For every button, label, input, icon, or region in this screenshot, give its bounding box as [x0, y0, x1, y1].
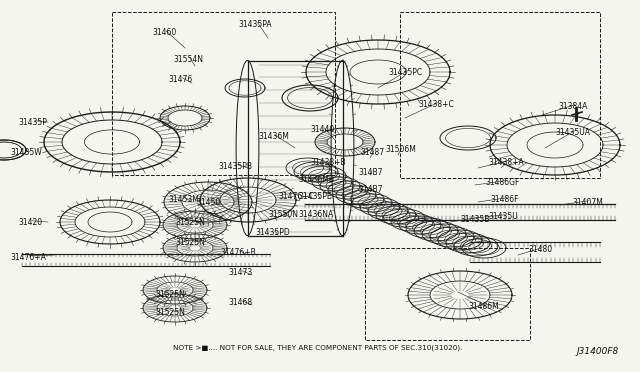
Text: 31525N: 31525N [175, 238, 205, 247]
Text: 31476: 31476 [168, 75, 192, 84]
Text: 314B7: 314B7 [358, 185, 383, 194]
Text: 31435PA: 31435PA [238, 20, 271, 29]
Text: 31436M: 31436M [258, 132, 289, 141]
Text: 31468: 31468 [228, 298, 252, 307]
Text: 31420: 31420 [18, 218, 42, 227]
Text: 31435B: 31435B [460, 215, 490, 224]
Text: 31435W: 31435W [10, 148, 42, 157]
Text: 31476+A: 31476+A [10, 253, 46, 262]
Text: 31460: 31460 [152, 28, 176, 37]
Text: 31435P: 31435P [18, 118, 47, 127]
Text: 31450: 31450 [196, 198, 220, 207]
Text: 31550N: 31550N [268, 210, 298, 219]
Text: 31476+C: 31476+C [278, 192, 314, 201]
Text: 31473: 31473 [228, 268, 252, 277]
Text: 31435U: 31435U [488, 212, 518, 221]
Text: 31438+A: 31438+A [488, 158, 524, 167]
Bar [400, 12, 600, 178]
Text: 31480: 31480 [528, 245, 552, 254]
Text: 31554N: 31554N [173, 55, 203, 64]
Text: 31506M: 31506M [385, 145, 416, 154]
Text: 31435PE: 31435PE [298, 192, 332, 201]
Text: NOTE >■.... NOT FOR SALE, THEY ARE COMPONENT PARTS OF SEC.310(31020).: NOTE >■.... NOT FOR SALE, THEY ARE COMPO… [173, 344, 462, 351]
Text: 31486GF: 31486GF [485, 178, 520, 187]
Text: 31438+B: 31438+B [310, 158, 346, 167]
Text: 31486M: 31486M [468, 302, 499, 311]
Bar [365, 248, 530, 340]
Text: 314B7: 314B7 [358, 168, 383, 177]
Text: J31400F8: J31400F8 [576, 347, 618, 356]
Text: 31435PC: 31435PC [388, 68, 422, 77]
Text: 31476+B: 31476+B [220, 248, 256, 257]
Text: 31435PD: 31435PD [255, 228, 290, 237]
Text: 31438+C: 31438+C [418, 100, 454, 109]
Text: 31525N: 31525N [155, 308, 185, 317]
Text: 31435UA: 31435UA [555, 128, 590, 137]
Text: 31384A: 31384A [558, 102, 588, 111]
Bar [112, 12, 335, 175]
Text: 31525N: 31525N [155, 290, 185, 299]
Text: 31453M: 31453M [168, 195, 199, 204]
Text: 31436MB: 31436MB [298, 175, 334, 184]
Text: 31487: 31487 [360, 148, 384, 157]
Text: 31525N: 31525N [175, 218, 205, 227]
Text: 31486F: 31486F [490, 195, 518, 204]
Text: 31435PB: 31435PB [218, 162, 252, 171]
Text: 31407M: 31407M [572, 198, 603, 207]
Text: 31436NA: 31436NA [298, 210, 333, 219]
Text: 31440: 31440 [310, 125, 334, 134]
